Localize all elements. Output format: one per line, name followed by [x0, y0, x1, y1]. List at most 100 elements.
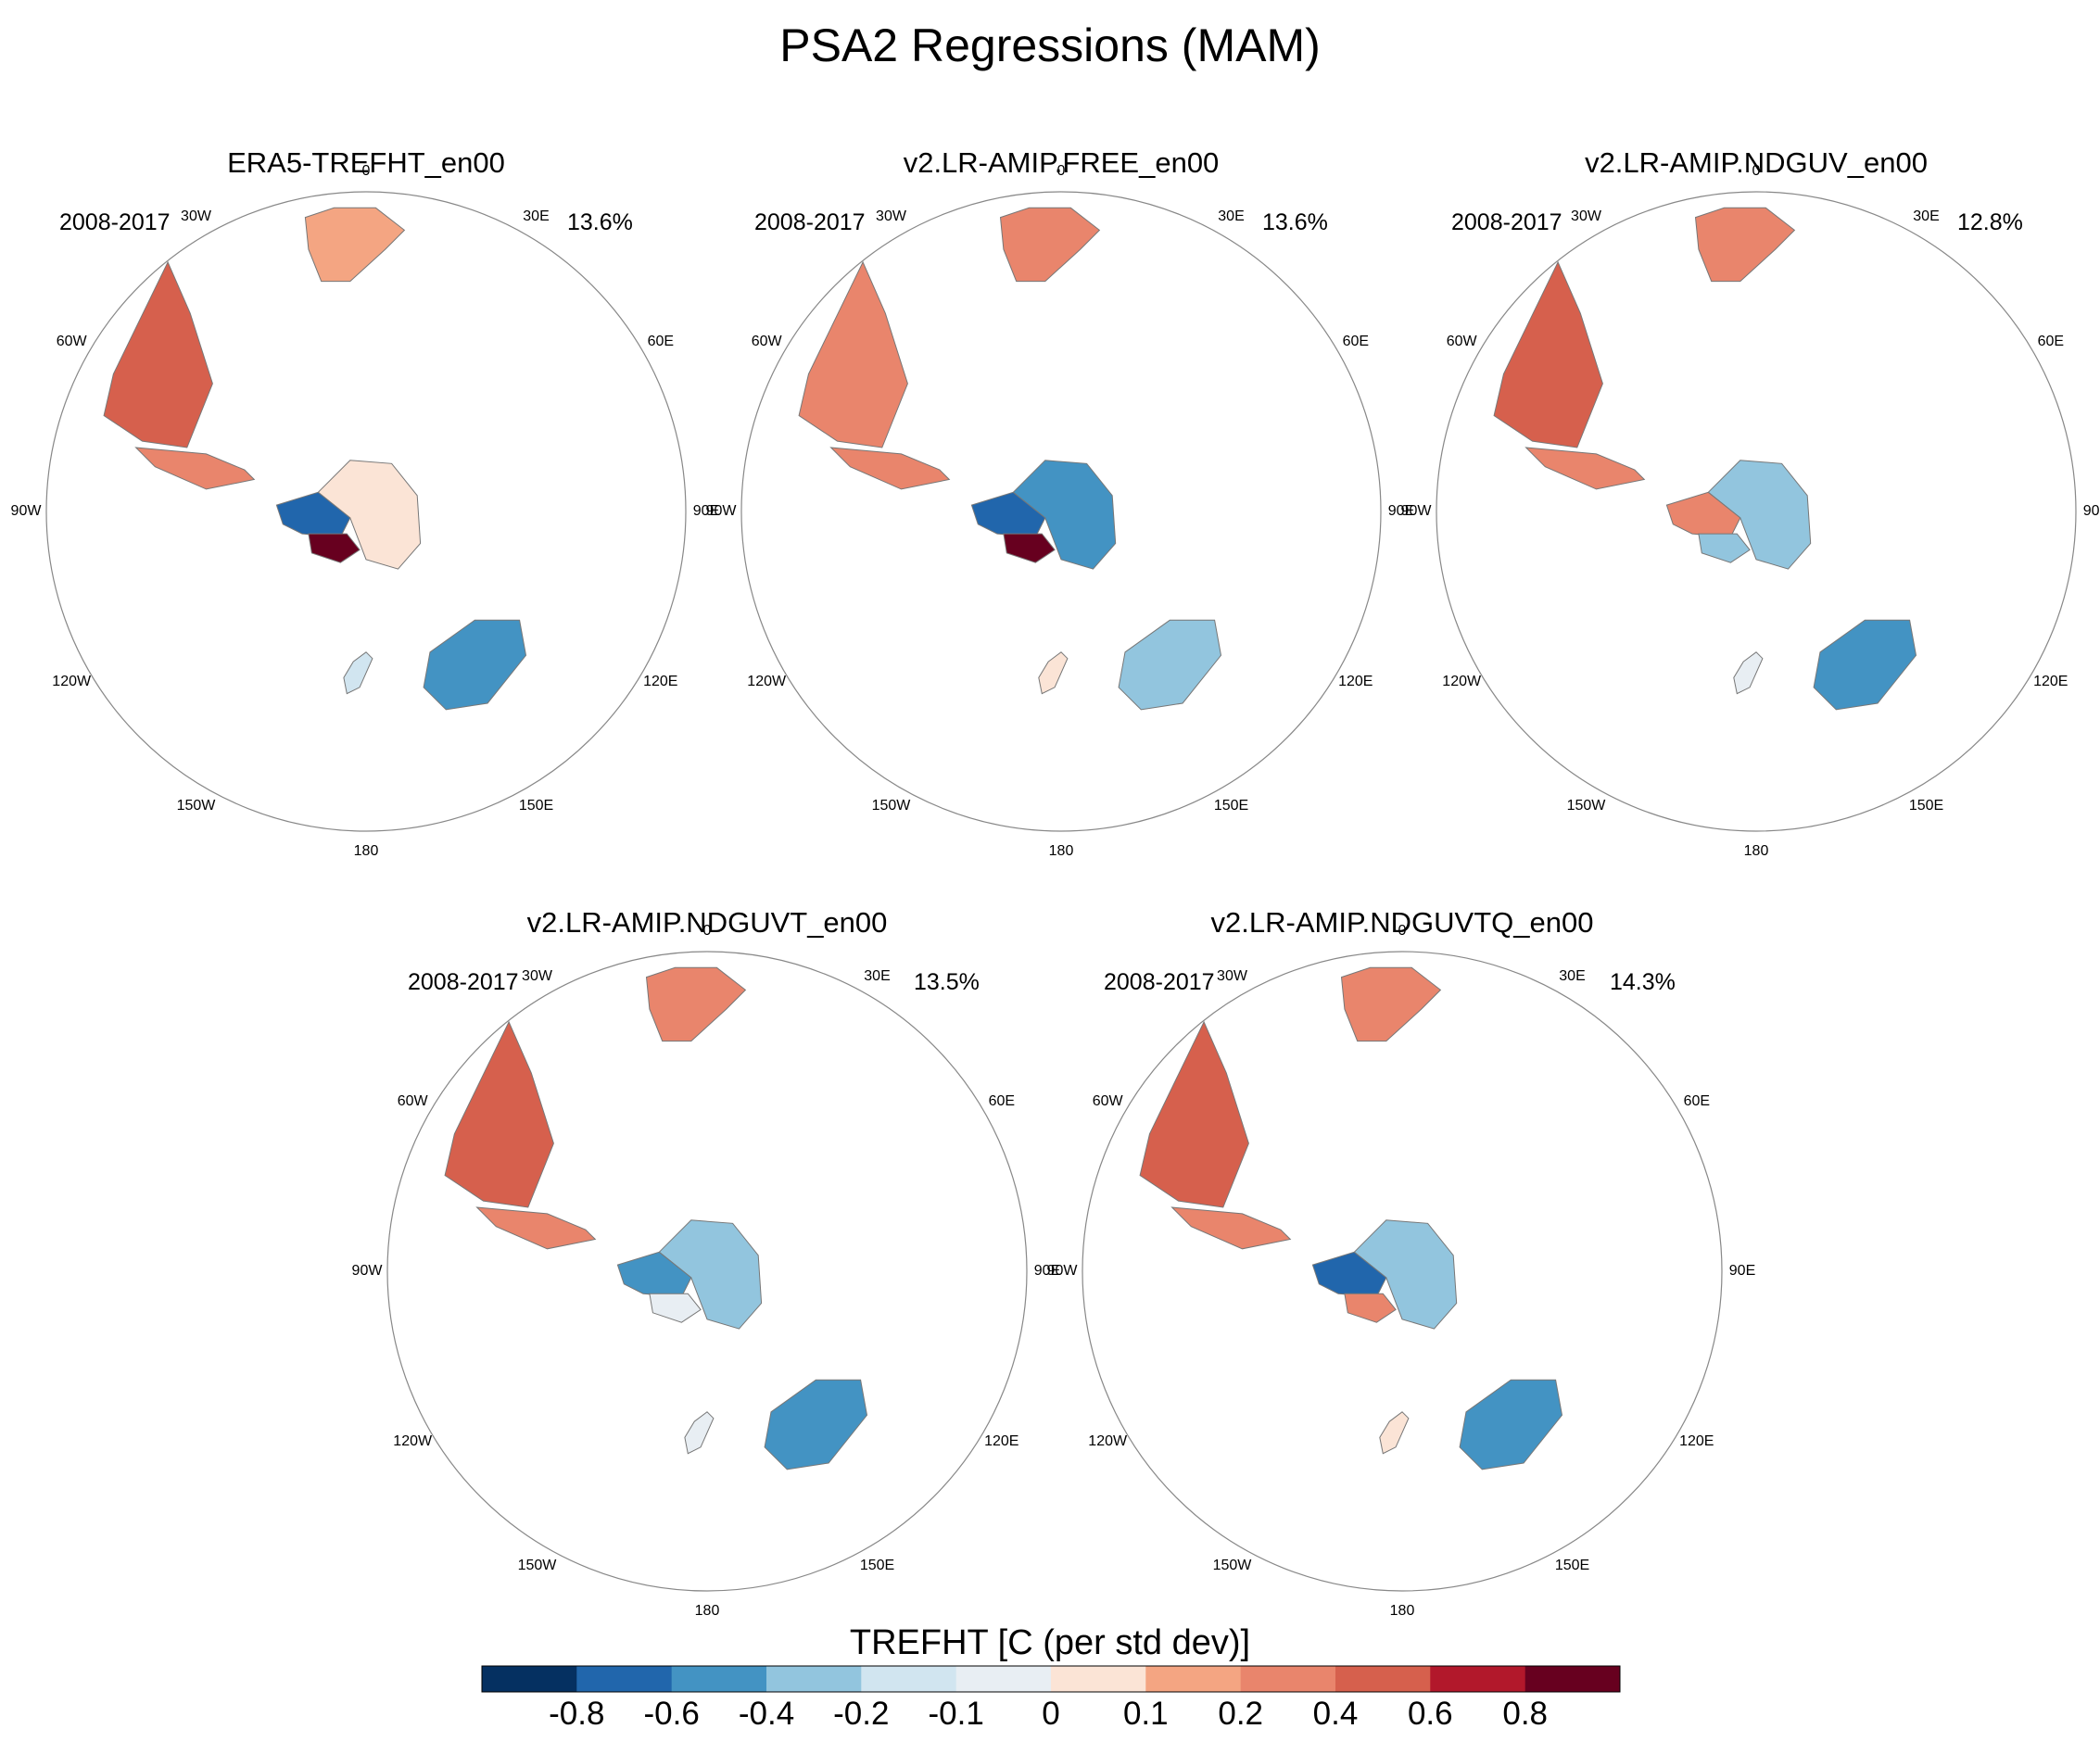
panel-3-lon-label: 180	[1743, 843, 1769, 859]
region-ross-ice-shelf	[1344, 1293, 1397, 1323]
colorbar-box	[1430, 1666, 1526, 1692]
region-southern-africa	[304, 207, 406, 283]
colorbar-tick-label: 0.1	[1122, 1696, 1169, 1732]
colorbar-box	[671, 1666, 767, 1692]
panel-2-lon-label: 150E	[1213, 797, 1249, 814]
colorbar-box	[482, 1666, 577, 1692]
panel-2-period: 2008-2017	[754, 209, 866, 235]
panel-2-lon-label: 180	[1048, 843, 1074, 859]
colorbar-tick-label: 0	[1042, 1696, 1060, 1732]
panel-5-lon-label: 90E	[1728, 1263, 1756, 1279]
panel-5-lon-label: 90W	[1046, 1263, 1078, 1279]
panel-1-lon-label: 150E	[518, 797, 554, 814]
region-southern-africa	[1694, 207, 1796, 283]
colorbar-tick-label: -0.1	[928, 1696, 984, 1732]
panel-1-period: 2008-2017	[59, 209, 171, 235]
panel-4-lon-label: 30W	[522, 968, 552, 985]
panel-2-lon-label: 60E	[1342, 333, 1370, 349]
colorbar-tick-label: -0.2	[833, 1696, 890, 1732]
panel-2-lon-label: 90W	[705, 503, 737, 519]
panel-5-period: 2008-2017	[1104, 969, 1215, 995]
region-south-america-south	[1170, 1206, 1292, 1250]
panel-4-lon-label: 90E	[1033, 1263, 1061, 1279]
region-antarctica-east	[658, 1219, 763, 1330]
colorbar-box	[1524, 1666, 1621, 1692]
panel-2-lon-label: 120W	[747, 673, 787, 689]
region-ross-ice-shelf	[1003, 533, 1056, 563]
panel-5-lon-label: 120E	[1679, 1432, 1714, 1449]
panel-4-lon-label: 30E	[864, 968, 891, 985]
colorbar-border	[481, 1665, 1621, 1693]
region-southern-africa	[1340, 966, 1442, 1042]
region-new-zealand	[1379, 1411, 1410, 1455]
colorbar-box	[766, 1666, 862, 1692]
panel-5-variance: 14.3%	[1610, 969, 1676, 995]
region-south-america-north	[444, 1020, 554, 1208]
colorbar-box	[955, 1666, 1052, 1692]
panel-2-title: v2.LR-AMIP.FREE_en00	[903, 146, 1220, 179]
region-new-zealand	[343, 651, 373, 695]
panel-2-lon-label: 0	[1056, 163, 1066, 179]
panel-4-lon-label: 180	[694, 1603, 720, 1619]
region-antarctica-east	[1707, 460, 1812, 570]
panel-3-lon-label: 150W	[1566, 797, 1606, 814]
colorbar-tick-label: 0.2	[1218, 1696, 1264, 1732]
colorbar-tick-label: -0.4	[738, 1696, 795, 1732]
panel-5-title: v2.LR-AMIP.NDGUVTQ_en00	[1210, 906, 1594, 939]
panel-3-lon-label: 60E	[2037, 333, 2065, 349]
panel-2-lon-label: 60W	[751, 333, 782, 349]
panel-1-lon-label: 180	[353, 843, 379, 859]
panel-5-lon-label: 150E	[1554, 1557, 1590, 1573]
panel-2-lon-label: 30W	[876, 208, 906, 225]
panel-4-lon-label: 120W	[393, 1432, 433, 1449]
region-ross-ice-shelf	[649, 1293, 702, 1323]
panel-3-period: 2008-2017	[1451, 209, 1562, 235]
panel-1-title: ERA5-TREFHT_en00	[227, 146, 505, 179]
region-southern-africa	[645, 966, 747, 1042]
region-south-america-north	[1139, 1020, 1249, 1208]
region-south-america-north	[103, 260, 213, 448]
panel-3-lon-label: 90E	[2082, 503, 2100, 519]
region-antarctica-east	[317, 460, 422, 570]
colorbar-title: TREFHT [C (per std dev)]	[849, 1623, 1251, 1662]
panel-3-lon-label: 30E	[1913, 208, 1940, 225]
region-australia	[764, 1379, 868, 1470]
panel-5-lon-label: 60W	[1092, 1092, 1123, 1109]
panel-5-lon-label: 0	[1398, 923, 1407, 939]
region-southern-africa	[999, 207, 1101, 283]
panel-5-lon-label: 30E	[1559, 968, 1586, 985]
colorbar-box	[1051, 1666, 1146, 1692]
colorbar-box	[1240, 1666, 1336, 1692]
panel-4-lon-label: 150W	[517, 1557, 557, 1573]
region-new-zealand	[1038, 651, 1069, 695]
panel-1-lon-label: 120E	[643, 673, 678, 689]
colorbar-tick-label: 0.8	[1502, 1696, 1549, 1732]
panel-4-period: 2008-2017	[408, 969, 519, 995]
panel-1-lon-label: 30E	[523, 208, 550, 225]
region-south-america-north	[798, 260, 908, 448]
region-new-zealand	[684, 1411, 715, 1455]
panel-3-lon-label: 120E	[2033, 673, 2068, 689]
colorbar-box	[1335, 1666, 1431, 1692]
colorbar-box	[576, 1666, 673, 1692]
panel-4-lon-label: 0	[702, 923, 712, 939]
region-south-america-south	[829, 447, 951, 490]
colorbar-tick-label: 0.6	[1407, 1696, 1453, 1732]
panel-4-lon-label: 60W	[397, 1092, 428, 1109]
region-south-america-south	[475, 1206, 597, 1250]
panel-2-variance: 13.6%	[1262, 209, 1328, 235]
panel-1-lon-label: 30W	[181, 208, 211, 225]
panel-3-lon-label: 120W	[1442, 673, 1482, 689]
region-australia	[1118, 619, 1222, 711]
panel-3-lon-label: 90W	[1400, 503, 1432, 519]
panel-1-lon-label: 90E	[692, 503, 720, 519]
colorbar-tick-label: 0.4	[1312, 1696, 1359, 1732]
region-ross-ice-shelf	[308, 533, 361, 563]
panel-5-lon-label: 60E	[1683, 1092, 1711, 1109]
region-australia	[1459, 1379, 1563, 1470]
